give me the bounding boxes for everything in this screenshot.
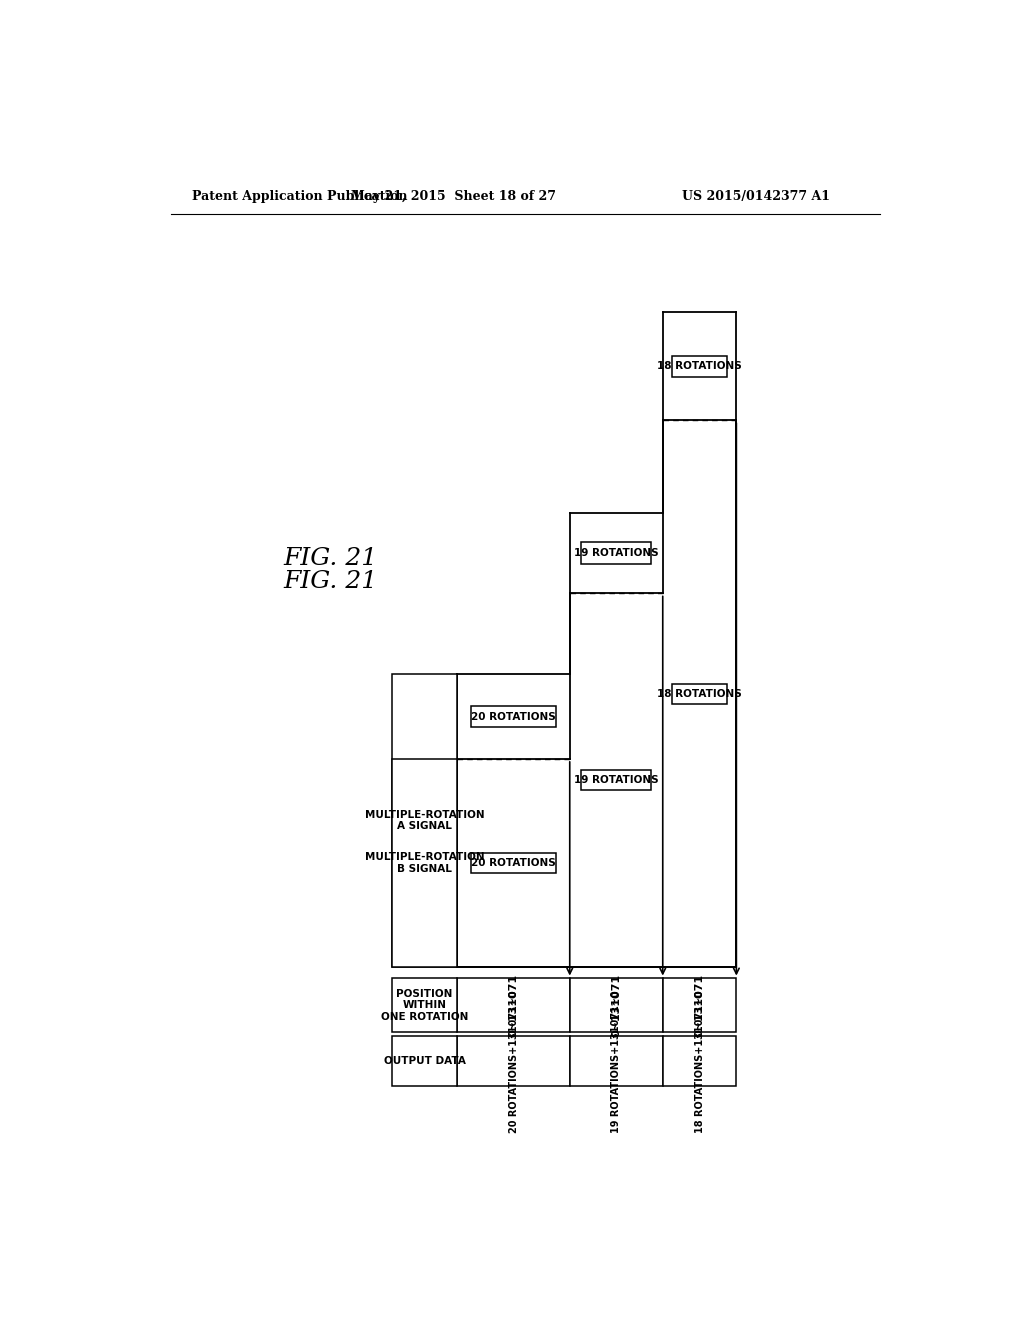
Text: 20 ROTATIONS: 20 ROTATIONS [471,711,556,722]
Bar [391,759,458,966]
Text: 20 ROTATIONS+131071~0: 20 ROTATIONS+131071~0 [509,990,518,1133]
Bar [458,978,569,1032]
Text: 18 ROTATIONS: 18 ROTATIONS [657,362,742,371]
Text: 19 ROTATIONS: 19 ROTATIONS [573,775,658,785]
Bar [582,770,651,791]
Bar [391,978,458,1032]
Text: 19 ROTATIONS+131071~0: 19 ROTATIONS+131071~0 [611,990,622,1133]
Bar [672,355,727,378]
Text: 18 ROTATIONS: 18 ROTATIONS [657,689,742,698]
Text: 0~131071: 0~131071 [694,974,705,1038]
Bar [569,978,663,1032]
Text: 18 ROTATIONS+131071~0: 18 ROTATIONS+131071~0 [694,990,705,1133]
Text: 19 ROTATIONS: 19 ROTATIONS [573,548,658,558]
Bar [672,684,727,704]
Text: 0~131071: 0~131071 [611,974,622,1038]
Text: POSITION
WITHIN
ONE ROTATION: POSITION WITHIN ONE ROTATION [381,989,468,1022]
Bar [471,853,556,873]
Bar [391,1036,458,1086]
Text: Patent Application Publication: Patent Application Publication [191,190,408,203]
Text: May 21, 2015  Sheet 18 of 27: May 21, 2015 Sheet 18 of 27 [351,190,556,203]
Bar [663,1036,736,1086]
Text: US 2015/0142377 A1: US 2015/0142377 A1 [682,190,829,203]
Text: MULTIPLE-ROTATION
B SIGNAL: MULTIPLE-ROTATION B SIGNAL [365,853,484,874]
Text: 20 ROTATIONS: 20 ROTATIONS [471,858,556,869]
Bar [569,1036,663,1086]
Text: FIG. 21: FIG. 21 [283,548,377,570]
Bar [471,706,556,727]
Text: 0~131071: 0~131071 [509,974,518,1038]
Text: MULTIPLE-ROTATION
A SIGNAL: MULTIPLE-ROTATION A SIGNAL [365,809,484,832]
Bar [391,675,458,966]
Text: OUTPUT DATA: OUTPUT DATA [384,1056,465,1067]
Text: FIG. 21: FIG. 21 [283,570,377,594]
Bar [458,1036,569,1086]
Bar [663,978,736,1032]
Bar [582,543,651,564]
